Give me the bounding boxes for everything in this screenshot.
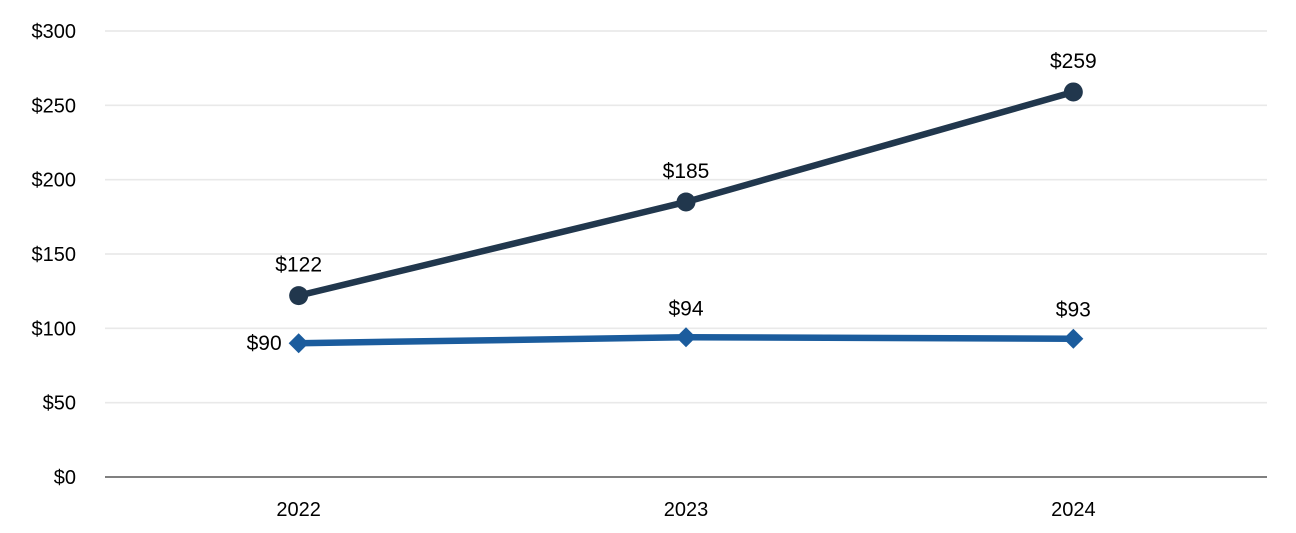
diamond-series-marker: [676, 327, 696, 348]
diamond-series-marker: [1063, 328, 1084, 349]
x-tick-label: 2023: [664, 499, 709, 521]
circle-series-data-label: $259: [1050, 50, 1097, 73]
y-tick-label: $250: [32, 95, 77, 117]
circle-series-marker: [289, 286, 309, 306]
circle-series-data-label: $185: [663, 160, 710, 183]
y-tick-label: $0: [54, 467, 76, 489]
y-tick-label: $300: [32, 21, 77, 43]
circle-series-marker: [676, 192, 696, 212]
y-tick-label: $50: [43, 393, 76, 415]
diamond-series-data-label: $93: [1056, 299, 1091, 322]
y-tick-label: $150: [32, 244, 77, 266]
circle-series-marker: [1063, 82, 1083, 102]
y-tick-label: $100: [32, 318, 77, 340]
x-tick-label: 2022: [276, 499, 321, 521]
y-tick-label: $200: [32, 170, 77, 192]
x-tick-label: 2024: [1051, 499, 1096, 521]
diamond-series-marker: [288, 333, 309, 354]
circle-series-data-label: $122: [275, 254, 322, 277]
diamond-series-data-label: $94: [668, 297, 703, 320]
diamond-series-data-label: $90: [247, 332, 282, 355]
